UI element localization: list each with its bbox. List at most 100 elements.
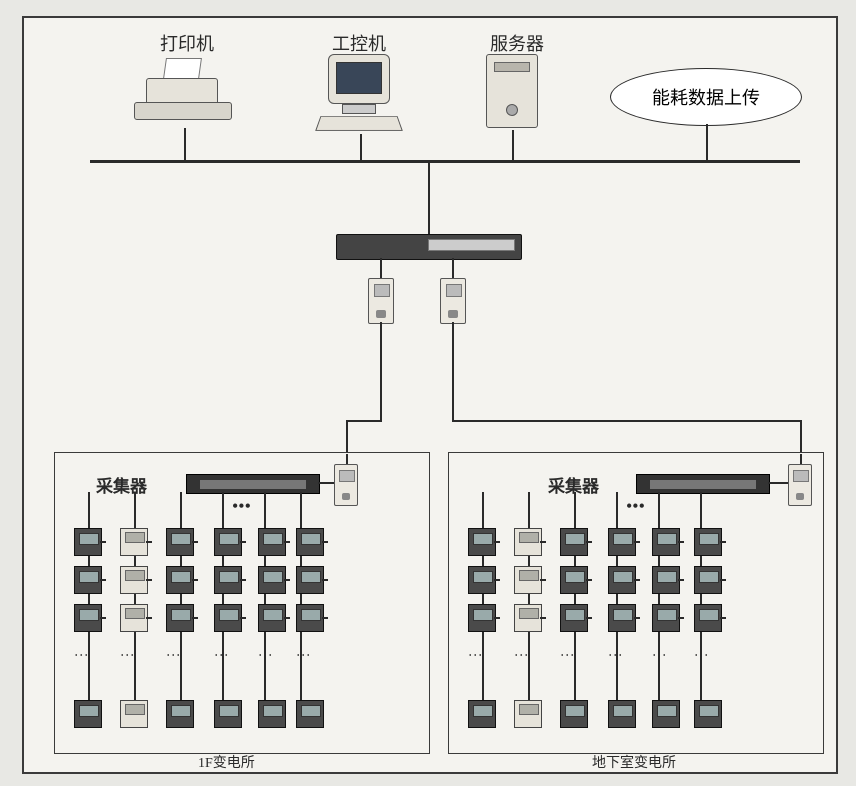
meter-icon — [694, 566, 722, 594]
drop-server — [512, 130, 514, 160]
diagram-canvas: 打印机 工控机 服务器 能耗数据上传 采集器 ••• 1F变电所 — [0, 0, 856, 786]
meter-link — [540, 579, 546, 581]
meter-icon — [468, 604, 496, 632]
meter-icon — [296, 604, 324, 632]
meter-icon — [608, 528, 636, 556]
meter-icon — [166, 528, 194, 556]
sub2-modem-icon — [788, 464, 812, 506]
switch-out-right — [452, 258, 454, 278]
drop-cloud — [706, 124, 708, 160]
meter-icon — [120, 566, 148, 594]
meter-link — [494, 617, 500, 619]
sub2-switch-link — [768, 482, 788, 484]
meter-link — [192, 579, 198, 581]
sub1-modem-icon — [334, 464, 358, 506]
meter-icon — [514, 700, 542, 728]
main-switch-icon — [336, 234, 522, 260]
meter-link — [240, 579, 246, 581]
meter-icon — [258, 528, 286, 556]
meter-link — [146, 541, 152, 543]
meter-link — [284, 617, 290, 619]
drop-printer — [184, 128, 186, 160]
meter-link — [100, 617, 106, 619]
modem-top-right-icon — [440, 278, 466, 324]
meter-icon — [514, 528, 542, 556]
meter-icon — [258, 604, 286, 632]
upload-cloud: 能耗数据上传 — [610, 68, 802, 126]
meter-link — [586, 541, 592, 543]
meter-link — [634, 579, 640, 581]
meter-icon — [652, 700, 680, 728]
meter-icon — [214, 604, 242, 632]
meter-link — [586, 579, 592, 581]
meter-icon — [560, 566, 588, 594]
meter-icon — [166, 700, 194, 728]
meter-icon — [608, 566, 636, 594]
meter-link — [284, 541, 290, 543]
meter-icon — [120, 700, 148, 728]
meter-icon — [468, 700, 496, 728]
meter-icon — [74, 566, 102, 594]
meter-link — [100, 541, 106, 543]
sub1-collector-label: 采集器 — [96, 472, 147, 497]
meter-icon — [74, 528, 102, 556]
meter-icon — [214, 528, 242, 556]
meter-icon — [120, 604, 148, 632]
meter-icon — [296, 566, 324, 594]
meter-icon — [608, 700, 636, 728]
printer-icon — [128, 50, 236, 130]
ipc-icon — [308, 50, 408, 134]
meter-link — [720, 579, 726, 581]
meter-link — [678, 541, 684, 543]
meter-link — [146, 579, 152, 581]
meter-link — [634, 541, 640, 543]
drop-ipc — [360, 134, 362, 160]
meter-icon — [296, 700, 324, 728]
meter-icon — [560, 604, 588, 632]
meter-link — [240, 541, 246, 543]
meter-link — [720, 541, 726, 543]
meter-link — [540, 617, 546, 619]
sub2-modem-feed — [800, 454, 802, 464]
trunk-left-h — [346, 420, 382, 422]
trunk-right-v1 — [452, 322, 454, 420]
meter-link — [322, 617, 328, 619]
meter-icon — [608, 604, 636, 632]
meter-link — [540, 541, 546, 543]
meter-icon — [694, 604, 722, 632]
meter-link — [192, 617, 198, 619]
meter-icon — [166, 566, 194, 594]
meter-icon — [560, 528, 588, 556]
meter-link — [284, 579, 290, 581]
meter-icon — [296, 528, 324, 556]
bus-to-switch — [428, 162, 430, 234]
server-icon — [466, 48, 556, 132]
meter-icon — [652, 566, 680, 594]
meter-icon — [166, 604, 194, 632]
meter-icon — [258, 700, 286, 728]
top-bus — [90, 160, 800, 163]
meter-icon — [74, 700, 102, 728]
meter-icon — [74, 604, 102, 632]
switch-out-left — [380, 258, 382, 278]
meter-icon — [694, 528, 722, 556]
meter-link — [678, 617, 684, 619]
trunk-left-v1 — [380, 322, 382, 420]
trunk-right-h — [452, 420, 800, 422]
meter-link — [494, 579, 500, 581]
meter-link — [678, 579, 684, 581]
meter-link — [586, 617, 592, 619]
meter-icon — [514, 604, 542, 632]
meter-link — [146, 617, 152, 619]
meter-icon — [214, 700, 242, 728]
meter-icon — [258, 566, 286, 594]
meter-icon — [652, 604, 680, 632]
meter-link — [240, 617, 246, 619]
meter-link — [322, 541, 328, 543]
meter-link — [322, 579, 328, 581]
meter-link — [100, 579, 106, 581]
meter-icon — [560, 700, 588, 728]
meter-link — [494, 541, 500, 543]
sub1-modem-feed — [346, 454, 348, 464]
upload-cloud-label: 能耗数据上传 — [652, 84, 760, 110]
